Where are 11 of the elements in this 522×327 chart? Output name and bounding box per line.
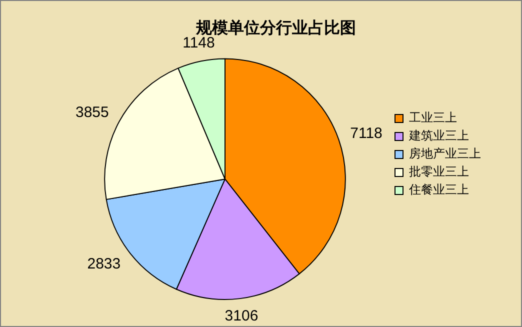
legend-label: 工业三上 xyxy=(409,110,457,125)
data-label: 3106 xyxy=(224,308,258,325)
legend-label: 批零业三上 xyxy=(409,164,469,179)
data-label: 7118 xyxy=(350,125,382,142)
legend-label: 住餐业三上 xyxy=(408,182,469,197)
legend-label: 建筑业三上 xyxy=(408,128,469,143)
chart-title: 规模单位分行业占比图 xyxy=(195,18,356,37)
legend-label: 房地产业三上 xyxy=(409,146,481,161)
data-label: 2833 xyxy=(87,255,121,272)
data-label: 3855 xyxy=(75,104,109,121)
data-label: 1148 xyxy=(182,34,215,52)
